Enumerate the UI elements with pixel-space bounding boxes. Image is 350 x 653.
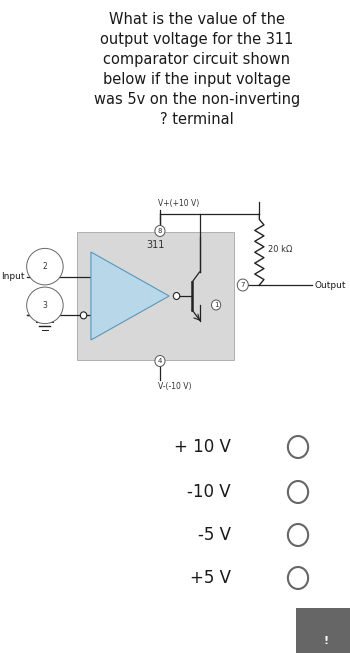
Text: + 10 V: + 10 V	[174, 438, 231, 456]
Text: -10 V: -10 V	[187, 483, 231, 501]
Circle shape	[211, 300, 221, 310]
Text: !: !	[324, 636, 329, 646]
Circle shape	[288, 567, 308, 589]
Circle shape	[237, 279, 248, 291]
Text: 311: 311	[146, 240, 164, 250]
Polygon shape	[91, 252, 169, 340]
Circle shape	[288, 524, 308, 546]
Text: was 5v on the non-inverting: was 5v on the non-inverting	[94, 92, 300, 107]
Text: What is the value of the: What is the value of the	[109, 12, 285, 27]
Circle shape	[155, 225, 165, 236]
Text: output voltage for the 311: output voltage for the 311	[100, 32, 293, 47]
Text: 20 kΩ: 20 kΩ	[268, 245, 292, 254]
Text: V-(-10 V): V-(-10 V)	[158, 382, 191, 391]
Text: below if the input voltage: below if the input voltage	[103, 72, 290, 87]
Text: 4: 4	[158, 358, 162, 364]
Text: +5 V: +5 V	[190, 569, 231, 587]
Circle shape	[288, 481, 308, 503]
Text: Input: Input	[1, 272, 25, 281]
Circle shape	[80, 312, 87, 319]
Text: 2: 2	[43, 262, 47, 271]
Text: 1: 1	[214, 302, 218, 308]
Text: -5 V: -5 V	[198, 526, 231, 544]
Text: comparator circuit shown: comparator circuit shown	[103, 52, 290, 67]
Text: 7: 7	[240, 282, 245, 288]
Text: 3: 3	[42, 301, 47, 310]
Text: Output: Output	[315, 281, 346, 289]
Circle shape	[173, 293, 180, 300]
Circle shape	[288, 436, 308, 458]
FancyBboxPatch shape	[77, 232, 233, 360]
Text: ? terminal: ? terminal	[160, 112, 234, 127]
Circle shape	[155, 355, 165, 366]
Text: 8: 8	[158, 228, 162, 234]
Text: V+(+10 V): V+(+10 V)	[158, 199, 200, 208]
